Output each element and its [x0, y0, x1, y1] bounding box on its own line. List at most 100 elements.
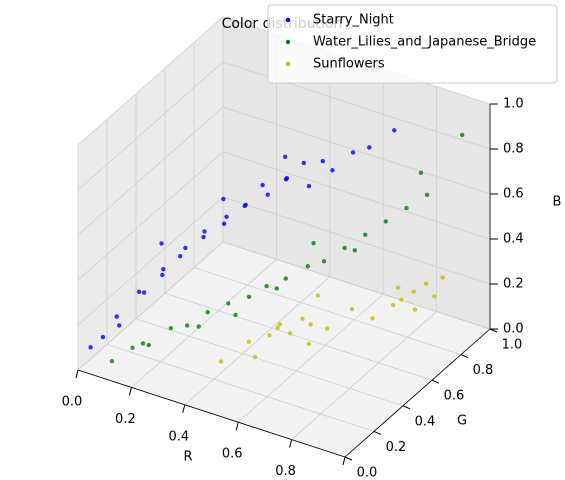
data-point	[411, 289, 416, 294]
data-point	[184, 323, 190, 328]
grid-line	[77, 16, 224, 146]
z-tick-label: 0.0	[503, 322, 524, 337]
z-tick-label: 0.6	[503, 187, 524, 202]
data-point	[88, 345, 93, 350]
data-point	[141, 290, 147, 295]
data-point	[282, 154, 288, 160]
y-tick-label: 0.2	[386, 440, 407, 455]
data-point	[349, 306, 355, 312]
data-point	[424, 192, 430, 197]
data-point	[243, 202, 248, 207]
data-point	[412, 307, 418, 312]
x-tick-label: 0.8	[275, 464, 296, 479]
data-point	[218, 359, 224, 364]
data-point	[324, 326, 330, 331]
grid-line	[184, 276, 331, 406]
data-point	[300, 316, 305, 321]
data-point	[440, 275, 445, 280]
data-point	[342, 245, 347, 251]
data-point	[283, 276, 288, 281]
data-point	[350, 150, 356, 155]
data-point	[264, 283, 269, 289]
legend-marker	[285, 17, 291, 23]
y-tick	[402, 405, 411, 410]
grid-line	[222, 106, 491, 195]
grid-line	[106, 344, 375, 432]
data-point	[202, 229, 207, 234]
legend: Starry_Night Water_Lilies_and_Japanese_Br…	[267, 4, 558, 84]
x-tick-label: 0.0	[62, 395, 83, 410]
x-axis-label: R	[183, 450, 192, 465]
data-point	[370, 316, 375, 321]
data-point	[404, 205, 409, 211]
data-point	[390, 302, 396, 308]
data-point	[315, 293, 321, 298]
data-point	[168, 326, 174, 331]
axis-line	[344, 328, 491, 458]
data-point	[221, 196, 226, 202]
data-point	[418, 170, 424, 175]
data-point	[352, 248, 357, 253]
x-tick	[128, 387, 132, 396]
data-point	[308, 322, 313, 327]
z-tick-label: 0.4	[503, 232, 524, 247]
grid-line	[131, 259, 277, 388]
data-point	[267, 333, 272, 338]
data-point	[201, 234, 206, 240]
data-point	[363, 232, 368, 237]
data-point	[399, 297, 404, 302]
data-point	[161, 267, 166, 272]
y-tick-label: 1.0	[502, 338, 523, 353]
data-point	[233, 312, 238, 318]
data-point	[320, 158, 325, 164]
data-point	[423, 281, 429, 286]
grid-line	[77, 241, 224, 371]
grid-line	[164, 292, 433, 381]
data-point	[432, 294, 437, 299]
data-point	[306, 341, 311, 347]
data-point	[178, 254, 183, 259]
data-point	[196, 324, 201, 329]
data-point	[246, 339, 252, 345]
data-point	[136, 289, 142, 295]
data-point	[275, 325, 280, 330]
data-point	[306, 183, 312, 189]
data-point	[109, 358, 115, 364]
legend-box	[267, 4, 558, 84]
y-tick	[460, 354, 469, 359]
data-point	[274, 286, 279, 291]
grid-line	[237, 293, 384, 423]
x-tick	[289, 439, 293, 448]
data-point	[305, 264, 310, 269]
data-point	[396, 285, 401, 290]
z-axis-label: B	[553, 195, 562, 210]
data-point	[183, 245, 188, 251]
z-tick-label: 0.8	[503, 142, 524, 157]
x-tick-label: 0.6	[222, 447, 243, 462]
data-point	[160, 272, 165, 278]
data-point	[367, 145, 372, 150]
data-point	[114, 314, 119, 319]
z-tick-label: 1.0	[503, 97, 524, 112]
data-point	[252, 354, 258, 360]
data-point	[383, 219, 389, 224]
legend-label: Sunflowers	[313, 57, 385, 72]
data-point	[130, 345, 135, 350]
y-tick	[431, 379, 440, 384]
legend-marker	[285, 39, 291, 45]
data-point	[311, 240, 316, 246]
data-point	[321, 259, 327, 264]
y-axis-label: G	[457, 414, 467, 429]
y-tick	[344, 456, 353, 461]
y-tick-label: 0.0	[357, 466, 378, 480]
data-point	[117, 323, 122, 328]
y-tick-label: 0.4	[415, 414, 436, 429]
y-tick-label: 0.8	[473, 363, 494, 378]
legend-marker	[285, 61, 291, 67]
data-point	[100, 334, 106, 340]
data-point	[265, 192, 270, 197]
legend-label: Water_Lilies_and_Japanese_Bridge	[313, 35, 536, 50]
data-point	[205, 310, 210, 315]
x-tick-label: 0.2	[115, 412, 136, 427]
